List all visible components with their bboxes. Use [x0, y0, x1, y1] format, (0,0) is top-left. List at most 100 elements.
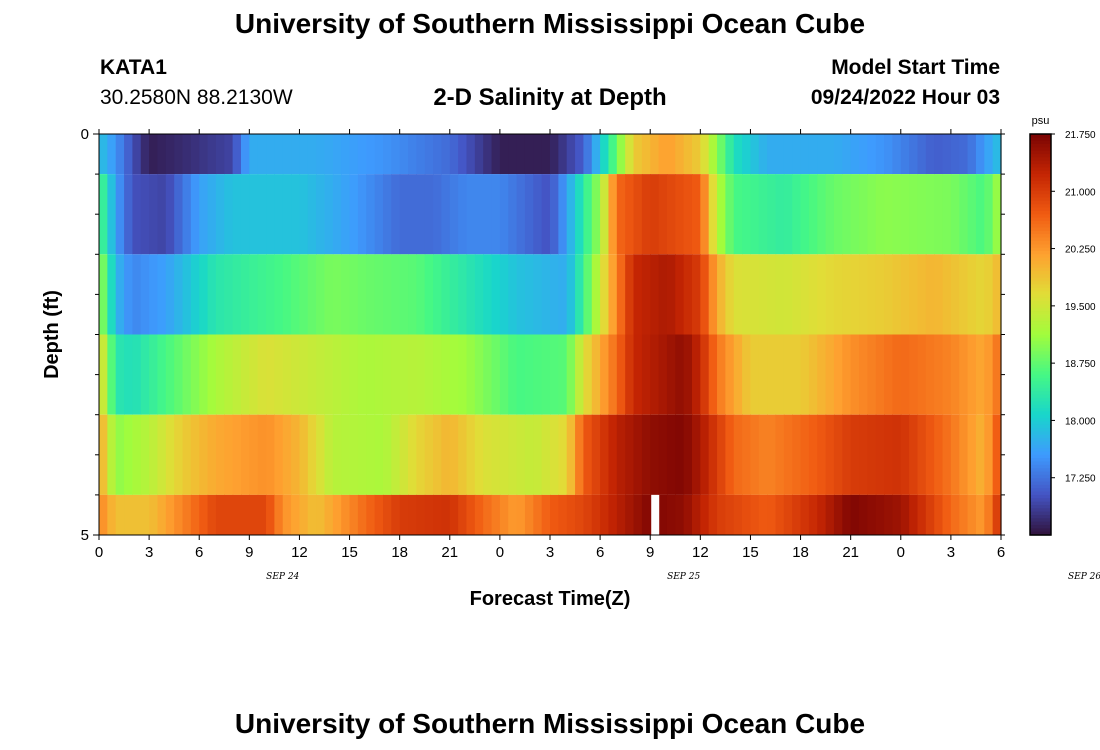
colorbar-segment: [1030, 514, 1051, 519]
colorbar-segment: [1030, 344, 1051, 349]
heatmap-cell: [884, 494, 894, 535]
heatmap-cell: [366, 254, 376, 335]
heatmap-cell: [474, 334, 484, 415]
heatmap-cell: [299, 414, 309, 495]
heatmap-cell: [491, 254, 501, 335]
x-tick-label: 9: [245, 544, 253, 561]
heatmap-cell: [466, 414, 476, 495]
heatmap-cell: [257, 494, 267, 535]
heatmap-cell: [783, 134, 793, 175]
heatmap-cell: [174, 174, 184, 255]
heatmap-cell: [349, 414, 359, 495]
colorbar-segment: [1030, 264, 1051, 269]
x-tick-label: 9: [646, 544, 654, 561]
colorbar-segment: [1030, 474, 1051, 479]
heatmap-cell: [742, 134, 752, 175]
heatmap-cell: [641, 134, 651, 175]
heatmap-cell: [575, 134, 585, 175]
heatmap-cell: [717, 414, 726, 495]
colorbar-segment: [1030, 194, 1051, 199]
heatmap-cell: [441, 134, 451, 175]
heatmap-cell: [691, 334, 701, 415]
heatmap-cell: [374, 254, 384, 335]
heatmap-cell: [875, 334, 885, 415]
heatmap-cell: [199, 254, 209, 335]
heatmap-cell: [274, 174, 284, 255]
colorbar-segment: [1030, 197, 1051, 202]
colorbar-segment: [1030, 317, 1051, 322]
heatmap-cell: [149, 494, 159, 535]
colorbar-tick-label: 19.500: [1065, 302, 1096, 313]
heatmap-cell: [174, 134, 184, 175]
heatmap-cell: [165, 134, 175, 175]
heatmap-cell: [934, 134, 944, 175]
heatmap-cell: [959, 254, 969, 335]
heatmap-cell: [975, 494, 985, 535]
colorbar-segment: [1030, 324, 1051, 329]
heatmap-cell: [892, 334, 902, 415]
heatmap-cell: [608, 254, 618, 335]
heatmap-cell: [132, 414, 142, 495]
heatmap-cell: [157, 494, 167, 535]
heatmap-cell: [391, 174, 401, 255]
colorbar-segment: [1030, 150, 1051, 155]
heatmap-cell: [249, 494, 259, 535]
heatmap-cell: [984, 414, 994, 495]
heatmap-cell: [650, 254, 660, 335]
colorbar-segment: [1030, 174, 1051, 179]
colorbar-segment: [1030, 260, 1051, 265]
colorbar-segment: [1030, 220, 1051, 225]
heatmap-cell: [566, 414, 576, 495]
heatmap-cell: [758, 174, 768, 255]
heatmap-cell: [282, 494, 292, 535]
colorbar-segment: [1030, 257, 1051, 262]
x-tick-label: 12: [291, 544, 308, 561]
heatmap-cell: [291, 494, 301, 535]
heatmap-cell: [140, 494, 150, 535]
heatmap-cell: [775, 414, 785, 495]
colorbar-segment: [1030, 157, 1051, 162]
heatmap-cell: [934, 174, 944, 255]
heatmap-cell: [524, 174, 534, 255]
heatmap-cell: [742, 334, 752, 415]
heatmap-cell: [783, 334, 793, 415]
colorbar-segment: [1030, 374, 1051, 379]
heatmap-cell: [708, 254, 718, 335]
heatmap-cell: [149, 134, 159, 175]
colorbar-segment: [1030, 394, 1051, 399]
colorbar-segment: [1030, 361, 1051, 366]
heatmap-cell: [691, 134, 701, 175]
heatmap-cell: [357, 414, 367, 495]
colorbar-segment: [1030, 331, 1051, 336]
heatmap-cell: [274, 414, 284, 495]
heatmap-cell: [132, 254, 142, 335]
heatmap-cell: [675, 174, 685, 255]
heatmap-cell: [641, 334, 651, 415]
model-start-value: 09/24/2022 Hour 03: [810, 86, 1000, 109]
heatmap-cell: [416, 414, 426, 495]
heatmap-cell: [416, 494, 426, 535]
heatmap-cell: [433, 494, 443, 535]
heatmap-cell: [616, 494, 626, 535]
heatmap-cell: [691, 254, 701, 335]
x-tick-label: 6: [596, 544, 604, 561]
heatmap-cell: [157, 254, 167, 335]
heatmap-cell: [884, 414, 894, 495]
heatmap-cell: [249, 254, 259, 335]
heatmap-cell: [341, 254, 351, 335]
heatmap-cell: [833, 254, 843, 335]
heatmap-cell: [600, 414, 610, 495]
heatmap-cell: [608, 174, 618, 255]
heatmap-cell: [165, 414, 175, 495]
heatmap-cell: [808, 494, 818, 535]
heatmap-cells: [99, 134, 1002, 535]
heatmap-cell: [758, 334, 768, 415]
heatmap-cell: [633, 134, 643, 175]
chart-title: 2-D Salinity at Depth: [433, 84, 667, 111]
heatmap-cell: [341, 334, 351, 415]
heatmap-cell: [867, 254, 877, 335]
heatmap-cell: [850, 174, 860, 255]
heatmap-cell: [842, 494, 852, 535]
heatmap-cell: [750, 174, 760, 255]
